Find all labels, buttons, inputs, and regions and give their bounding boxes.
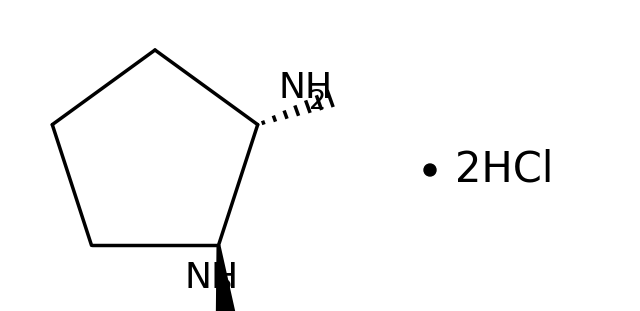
Circle shape (424, 164, 436, 176)
Text: 2HCl: 2HCl (455, 149, 554, 191)
Text: 2: 2 (216, 279, 233, 305)
Text: 2: 2 (308, 89, 326, 115)
Text: NH: NH (185, 261, 239, 295)
Text: NH: NH (278, 71, 332, 105)
Polygon shape (216, 245, 241, 311)
